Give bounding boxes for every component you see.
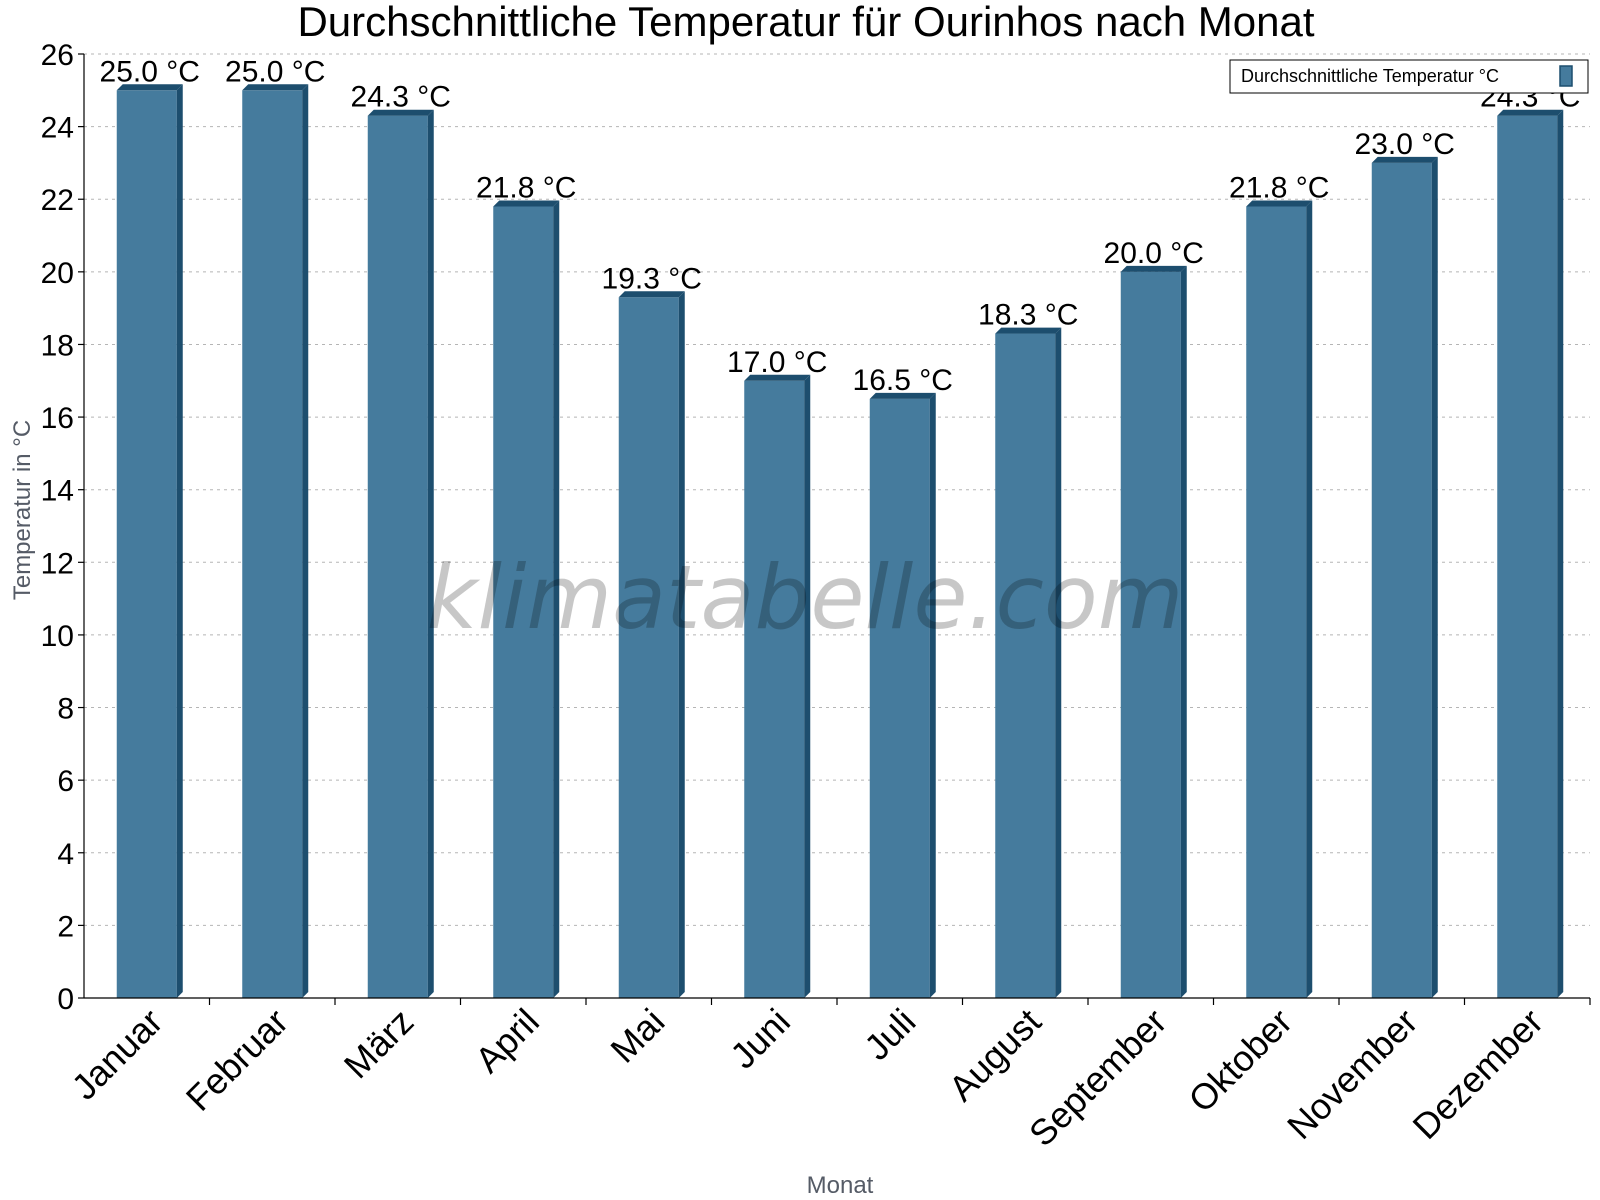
- y-tick-label-8: 8: [57, 693, 74, 726]
- bar-top-august: [995, 327, 1062, 334]
- data-label-april: 21.8 °C: [476, 171, 576, 204]
- x-tick-label-september: September: [1021, 1001, 1175, 1155]
- y-tick-label-2: 2: [57, 910, 74, 943]
- bar-side-februar: [302, 84, 309, 999]
- x-tick-label-oktober: Oktober: [1180, 1001, 1300, 1121]
- bar-februar: [242, 90, 303, 999]
- y-tick-label-14: 14: [41, 475, 74, 508]
- x-tick-label-juli: Juli: [856, 1001, 923, 1068]
- legend-swatch: [1559, 65, 1573, 87]
- y-tick-label-12: 12: [41, 547, 74, 580]
- bars-layer: [116, 84, 1564, 999]
- bar-side-mai: [678, 291, 685, 998]
- watermark: klimatabelle.com: [427, 546, 1184, 649]
- x-tick-label-november: November: [1279, 1001, 1425, 1147]
- y-tick-label-6: 6: [57, 765, 74, 798]
- bar-mai: [618, 297, 679, 998]
- bar-side-november: [1431, 156, 1438, 998]
- bar-side-oktober: [1306, 200, 1313, 998]
- data-labels-layer: 25.0 °C 25.0 °C 24.3 °C 21.8 °C 19.3 °C 17.0 …: [100, 55, 1581, 397]
- data-label-oktober: 21.8 °C: [1229, 171, 1329, 204]
- bar-top-mrz: [367, 109, 434, 116]
- grid-layer: [84, 53, 1590, 926]
- y-tick-label-0: 0: [57, 983, 74, 1016]
- x-tick-label-januar: Januar: [64, 1001, 171, 1108]
- bar-top-juni: [744, 374, 811, 381]
- x-tick-label-august: August: [941, 1001, 1049, 1109]
- y-tick-label-22: 22: [41, 184, 74, 217]
- bar-juni: [744, 380, 805, 998]
- x-tick-label-juni: Juni: [722, 1001, 798, 1077]
- bar-side-august: [1055, 327, 1062, 999]
- bar-top-juli: [869, 392, 936, 399]
- bar-november: [1371, 162, 1432, 998]
- x-tick-label-mrz: März: [336, 1001, 422, 1087]
- bar-oktober: [1246, 206, 1307, 998]
- data-label-januar: 25.0 °C: [100, 55, 200, 88]
- bar-top-dezember: [1497, 109, 1564, 116]
- chart-title: Durchschnittliche Temperatur für Ourinho…: [297, 0, 1314, 45]
- data-label-juni: 17.0 °C: [727, 346, 827, 379]
- bar-side-april: [553, 200, 560, 998]
- bar-april: [493, 206, 554, 998]
- legend: Durchschnittliche Temperatur °C: [1229, 59, 1589, 94]
- bar-top-november: [1371, 156, 1438, 163]
- bar-side-juli: [929, 392, 936, 998]
- bar-top-februar: [242, 84, 309, 91]
- data-label-august: 18.3 °C: [978, 299, 1078, 332]
- x-tick-label-februar: Februar: [178, 1001, 296, 1119]
- legend-label: Durchschnittliche Temperatur °C: [1241, 66, 1499, 86]
- x-tick-label-april: April: [467, 1001, 547, 1081]
- bar-januar: [116, 90, 177, 999]
- y-tick-label-26: 26: [41, 39, 74, 72]
- bar-juli: [869, 398, 930, 998]
- bar-dezember: [1497, 115, 1558, 998]
- x-tick-label-mai: Mai: [602, 1001, 672, 1071]
- bar-august: [995, 333, 1056, 999]
- y-tick-label-10: 10: [41, 620, 74, 653]
- y-tick-label-16: 16: [41, 402, 74, 435]
- data-label-september: 20.0 °C: [1104, 237, 1204, 270]
- legend-box: [1229, 59, 1589, 94]
- bar-side-juni: [804, 374, 811, 998]
- bar-side-dezember: [1557, 109, 1564, 998]
- x-tick-label-dezember: Dezember: [1404, 1001, 1550, 1147]
- bar-top-januar: [116, 84, 183, 91]
- data-label-februar: 25.0 °C: [225, 55, 325, 88]
- bar-top-april: [493, 200, 560, 207]
- y-axis-title: Temperatur in °C: [9, 420, 36, 600]
- y-tick-label-18: 18: [41, 329, 74, 362]
- bar-side-januar: [176, 84, 183, 999]
- bar-top-mai: [618, 291, 685, 298]
- data-label-mai: 19.3 °C: [602, 262, 702, 295]
- y-tick-label-20: 20: [41, 257, 74, 290]
- bar-side-mrz: [427, 109, 434, 998]
- bar-mrz: [367, 115, 428, 998]
- y-tick-label-4: 4: [57, 838, 74, 871]
- bar-top-oktober: [1246, 200, 1313, 207]
- bar-september: [1120, 271, 1181, 998]
- data-label-juli: 16.5 °C: [853, 364, 953, 397]
- data-label-november: 23.0 °C: [1355, 128, 1455, 161]
- data-label-mrz: 24.3 °C: [351, 81, 451, 114]
- bar-side-september: [1180, 265, 1187, 998]
- x-axis-title: Monat: [807, 1172, 874, 1199]
- bar-top-september: [1120, 265, 1187, 272]
- y-tick-label-24: 24: [41, 112, 74, 145]
